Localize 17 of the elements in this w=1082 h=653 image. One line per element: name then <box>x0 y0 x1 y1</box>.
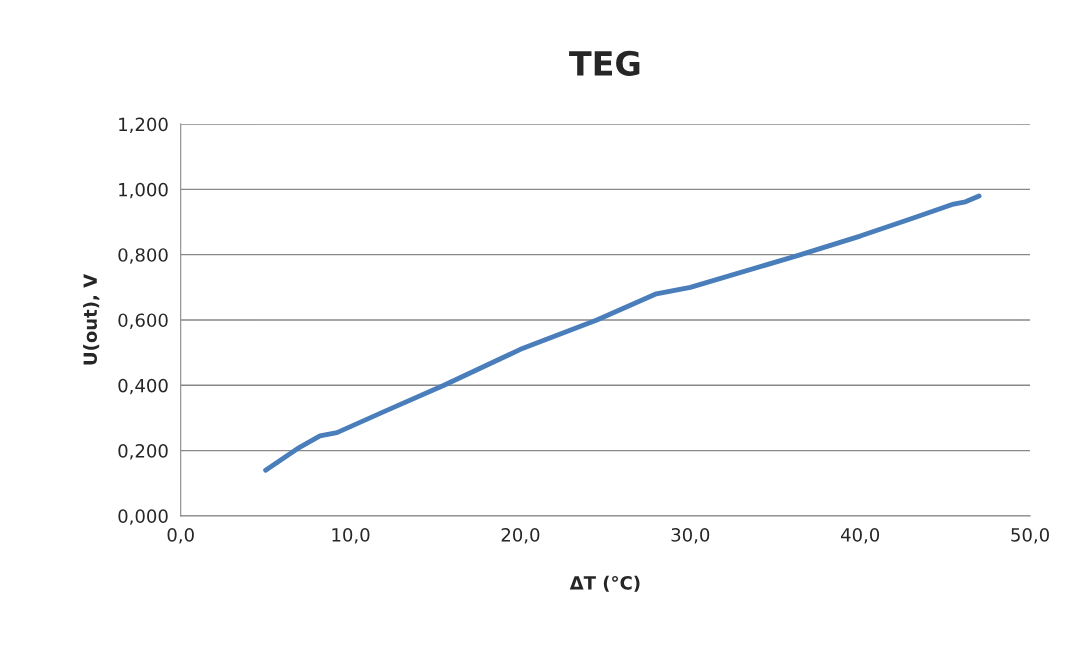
x-tick-label: 0,0 <box>167 527 194 544</box>
x-tick-label: 10,0 <box>332 527 370 544</box>
y-tick-label: 0,400 <box>118 378 168 395</box>
x-tick-label: 20,0 <box>501 527 540 544</box>
x-tick-label: 30,0 <box>671 527 710 544</box>
y-axis-title: U(out), V <box>83 273 100 365</box>
chart-title: TEG <box>569 50 640 76</box>
x-tick-label: 40,0 <box>840 527 880 544</box>
y-tick-label: 1,000 <box>119 182 168 199</box>
y-tick-label: 0,600 <box>118 313 168 329</box>
x-axis-title: ΔT (°C) <box>569 575 640 592</box>
y-tick-label: 1,200 <box>119 117 168 134</box>
line-series <box>263 193 982 473</box>
y-tick-label: 0,000 <box>118 509 168 525</box>
y-tick-label: 0,200 <box>118 444 168 460</box>
y-tick-label: 0,800 <box>118 248 168 264</box>
x-tick-label: 50,0 <box>1011 527 1049 544</box>
